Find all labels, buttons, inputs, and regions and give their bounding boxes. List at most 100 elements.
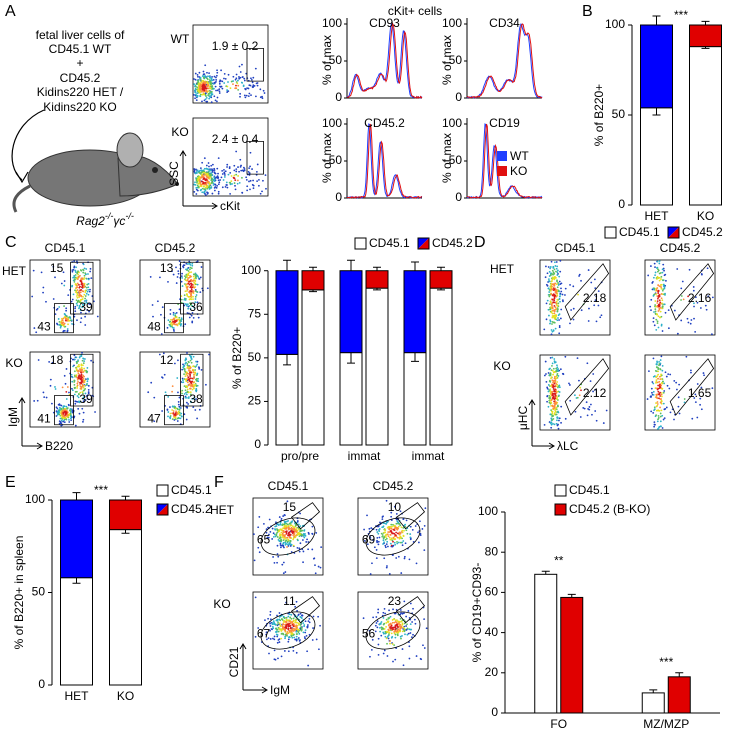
flow-dot <box>274 649 276 651</box>
flow-dot <box>408 628 410 630</box>
flow-dot <box>185 375 187 377</box>
flow-dot <box>559 296 561 298</box>
flow-dot <box>213 79 215 81</box>
flow-dot <box>280 625 282 627</box>
column-label: CD45.2 <box>660 241 701 255</box>
flow-dot <box>654 263 656 265</box>
flow-dot <box>172 406 174 408</box>
flow-dot <box>197 76 199 78</box>
flow-dot <box>551 261 553 263</box>
flow-dot <box>409 558 411 560</box>
flow-dot <box>288 639 290 641</box>
gate-value: 2.16 <box>688 291 712 305</box>
flow-dot <box>186 386 188 388</box>
flow-dot <box>193 191 195 193</box>
gate-value: 56 <box>362 627 376 641</box>
flow-dot <box>383 653 385 655</box>
flow-dot <box>279 627 281 629</box>
flow-dot <box>556 364 558 366</box>
flow-dot <box>178 323 180 325</box>
flow-dot <box>606 410 608 412</box>
y-tick-label: 0 <box>335 190 342 204</box>
flow-dot <box>397 633 399 635</box>
flow-dot <box>586 362 588 364</box>
marker-label: CD45.2 <box>364 116 405 130</box>
flow-dot <box>88 294 90 296</box>
flow-dot <box>545 361 547 363</box>
flow-dot <box>415 525 417 527</box>
flow-dot <box>280 524 282 526</box>
flow-dot <box>189 384 191 386</box>
flow-dot <box>218 191 220 193</box>
flow-dot <box>64 323 66 325</box>
flow-dot <box>420 658 422 660</box>
flow-dot <box>192 406 194 408</box>
flow-dot <box>184 323 186 325</box>
flow-dot <box>548 406 550 408</box>
flow-dot <box>550 266 552 268</box>
flow-dot <box>658 415 660 417</box>
flow-dot <box>213 95 215 97</box>
flow-dot <box>386 619 388 621</box>
gate-value: 23 <box>388 594 402 608</box>
flow-dot <box>594 278 596 280</box>
legend-swatch <box>605 227 616 238</box>
flow-dot <box>286 546 288 548</box>
flow-dot <box>219 179 221 181</box>
flow-dot <box>553 310 555 312</box>
flow-dot <box>211 79 213 81</box>
flow-dot <box>222 173 224 175</box>
flow-dot <box>664 417 666 419</box>
flow-dot <box>556 416 558 418</box>
flow-dot <box>86 384 88 386</box>
flow-dot <box>240 170 242 172</box>
flow-dot <box>87 291 89 293</box>
column-label: CD45.1 <box>268 479 309 493</box>
flow-dot <box>550 357 552 359</box>
flow-dot <box>409 533 411 535</box>
flow-dot <box>550 390 552 392</box>
schema-text: CD45.1 WT <box>49 42 112 56</box>
flow-dot <box>57 308 59 310</box>
flow-dot <box>668 327 670 329</box>
flow-dot <box>77 278 79 280</box>
flow-dot <box>675 382 677 384</box>
bar-segment <box>404 271 426 353</box>
flow-dot <box>175 413 177 415</box>
flow-dot <box>554 296 556 298</box>
flow-dot <box>186 394 188 396</box>
flow-dot <box>560 291 562 293</box>
flow-dot <box>659 368 661 370</box>
flow-dot <box>79 289 81 291</box>
flow-dot <box>195 184 197 186</box>
flow-dot <box>296 636 298 638</box>
flow-dot <box>421 528 423 530</box>
flow-dot <box>661 409 663 411</box>
flow-dot <box>76 374 78 376</box>
flow-dot <box>549 271 551 273</box>
hist-curve <box>347 24 422 98</box>
flow-dot <box>387 621 389 623</box>
flow-dot <box>553 358 555 360</box>
flow-dot <box>193 276 195 278</box>
flow-dot <box>86 293 88 295</box>
flow-dot <box>274 529 276 531</box>
flow-dot <box>82 272 84 274</box>
flow-dot <box>424 507 426 509</box>
gate-value: 18 <box>50 353 64 367</box>
flow-dot <box>553 396 555 398</box>
flow-dot <box>191 263 193 265</box>
flow-dot <box>405 625 407 627</box>
flow-dot <box>673 419 675 421</box>
error-bar <box>309 267 317 270</box>
flow-dot <box>299 639 301 641</box>
flow-dot <box>86 284 88 286</box>
flow-dot <box>74 387 76 389</box>
flow-dot <box>83 294 85 296</box>
flow-dot <box>282 633 284 635</box>
flow-dot <box>400 638 402 640</box>
flow-dot <box>591 414 593 416</box>
flow-dot <box>187 375 189 377</box>
flow-dot <box>94 411 96 413</box>
flow-dot <box>88 279 90 281</box>
